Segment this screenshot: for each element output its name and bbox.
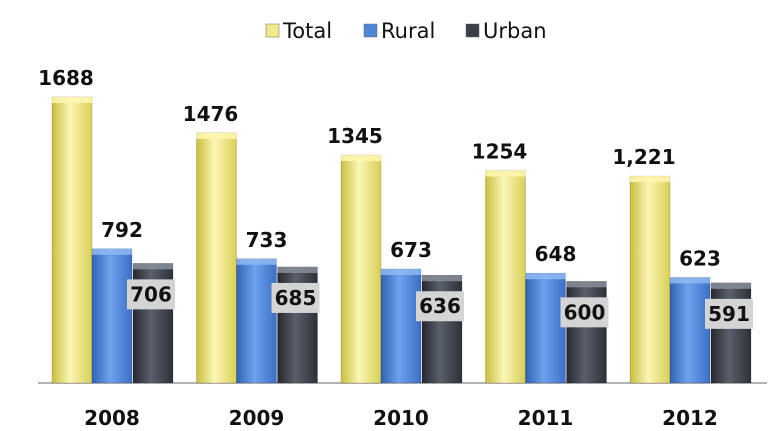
bar-total-2009	[196, 132, 237, 384]
data-label-rural-2012: 623	[679, 246, 721, 270]
bar-rural-2012	[669, 277, 711, 384]
data-label-urban-2008: 706	[130, 282, 172, 306]
bar-cap-rural-2008	[92, 248, 132, 255]
bar-urban-2011	[566, 281, 607, 384]
bar-cap-total-2011	[485, 170, 526, 177]
data-label-rural-2008: 792	[101, 218, 143, 242]
bar-cap-rural-2010	[381, 268, 421, 275]
bar-rural-2011	[525, 272, 566, 384]
x-tick-labels: 2008 2009 2010 2011 2012	[84, 406, 718, 430]
bar-cap-urban-2009	[277, 266, 318, 273]
data-label-box-urban-2009	[271, 282, 320, 313]
legend-label-urban: Urban	[483, 19, 547, 43]
data-label-total-2011: 1254	[472, 140, 528, 164]
x-tick-2008: 2008	[84, 406, 140, 430]
data-label-urban-2009: 685	[275, 286, 317, 310]
data-label-box-urban-2008	[127, 279, 175, 310]
data-label-urban-2012: 591	[708, 302, 750, 326]
bar-rural-2009	[236, 258, 277, 384]
bar-urban-2012	[710, 282, 752, 384]
bar-cap-rural-2009	[236, 258, 277, 265]
bar-total-2010	[340, 154, 382, 384]
data-label-rural-2010: 673	[390, 238, 432, 262]
data-label-box-urban-2012	[705, 298, 753, 329]
bar-cap-urban-2010	[422, 275, 462, 282]
bar-cap-total-2010	[341, 155, 381, 162]
legend-swatch-rural	[363, 23, 378, 38]
bar-cap-urban-2012	[711, 282, 751, 289]
data-label-rural-2009: 733	[246, 228, 288, 252]
data-label-rural-2011: 648	[535, 242, 577, 266]
x-tick-2010: 2010	[373, 406, 429, 430]
x-tick-2011: 2011	[518, 406, 574, 430]
bar-total-2008	[51, 96, 93, 384]
data-label-box-urban-2010	[416, 291, 464, 322]
data-label-total-2008: 1688	[38, 66, 94, 90]
bar-cap-urban-2008	[133, 263, 173, 270]
data-label-total-2009: 1476	[183, 102, 239, 126]
bar-rural-2010	[380, 268, 422, 384]
data-label-total-2012: 1,221	[612, 145, 675, 169]
bar-total-2011	[485, 170, 526, 384]
x-tick-2009: 2009	[229, 406, 285, 430]
x-tick-2012: 2012	[662, 406, 718, 430]
data-label-urban-2010: 636	[419, 294, 461, 318]
bar-cap-urban-2011	[566, 281, 607, 288]
legend-label-rural: Rural	[381, 19, 435, 43]
bar-cap-total-2008	[52, 97, 92, 103]
legend: Total Rural Urban	[265, 19, 547, 43]
data-label-total-2010: 1345	[327, 124, 383, 148]
bar-cap-total-2009	[196, 132, 237, 139]
bar-cap-rural-2011	[525, 273, 566, 280]
data-label-box-urban-2011	[560, 297, 609, 328]
data-label-urban-2011: 600	[564, 300, 606, 324]
legend-swatch-urban	[465, 23, 480, 38]
legend-label-total: Total	[282, 19, 332, 43]
bar-cap-total-2012	[630, 176, 670, 183]
bars-layer: 1688 792 706 1476 733 685 1345 673 636 1254 648 600…	[38, 66, 753, 384]
legend-swatch-total	[265, 23, 280, 38]
bar-rural-2008	[91, 248, 133, 384]
bar-cap-rural-2012	[670, 277, 710, 284]
bar-total-2012	[629, 175, 671, 384]
